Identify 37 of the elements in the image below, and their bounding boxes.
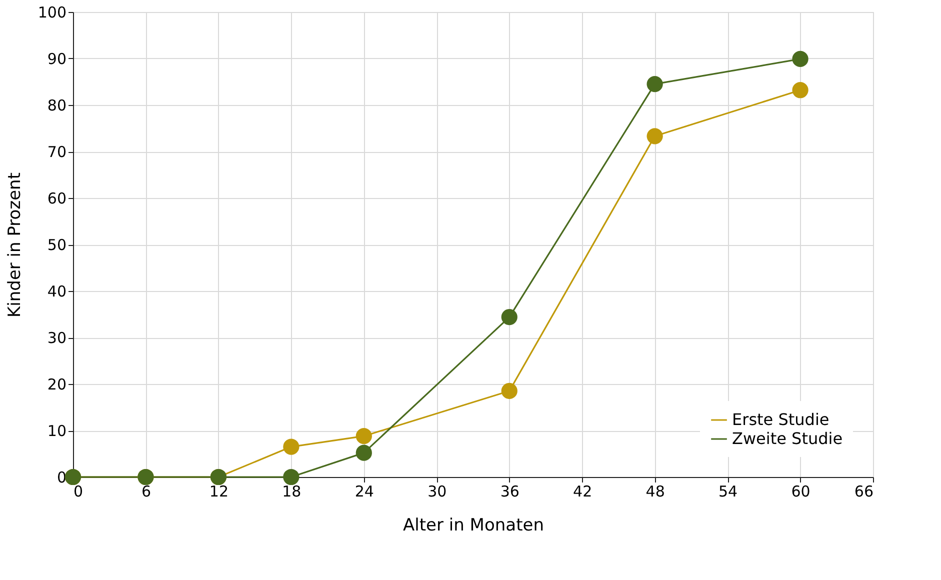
y-tick-label: 20 xyxy=(47,376,66,394)
x-tick-label: 18 xyxy=(282,482,302,500)
x-tick-label: 54 xyxy=(718,482,738,500)
x-tick-label: 12 xyxy=(209,482,228,500)
x-tick-label: 6 xyxy=(141,482,151,500)
y-tick-label: 70 xyxy=(47,143,66,161)
x-tick-label: 30 xyxy=(428,482,447,500)
point xyxy=(501,308,518,326)
y-axis-title: Kinder in Prozent xyxy=(4,172,25,318)
y-tick-label: 60 xyxy=(47,190,66,208)
y-tick-label: 100 xyxy=(38,4,66,22)
y-tick-label: 80 xyxy=(47,96,66,114)
x-tick-label: 48 xyxy=(646,482,665,500)
point xyxy=(283,438,300,455)
point xyxy=(646,76,663,92)
point xyxy=(792,82,808,98)
point xyxy=(356,428,372,444)
y-tick-label: 90 xyxy=(47,50,66,68)
legend-label: Erste Studie xyxy=(732,410,830,429)
y-tick-label: 30 xyxy=(47,329,66,347)
point xyxy=(283,468,300,486)
legend-label: Zweite Studie xyxy=(732,429,843,448)
x-tick-label: 42 xyxy=(573,482,592,500)
x-tick-label: 66 xyxy=(854,482,874,500)
y-tick-label: 40 xyxy=(47,282,66,300)
x-tick-label: 36 xyxy=(500,482,520,500)
x-axis-title: Alter in Monaten xyxy=(403,516,544,536)
point xyxy=(356,444,372,461)
point xyxy=(646,128,663,144)
x-tick-label: 0 xyxy=(74,482,84,500)
point xyxy=(501,382,518,400)
y-tick-label: 10 xyxy=(47,422,66,440)
y-tick-label: 0 xyxy=(56,468,66,486)
x-tick-label: 24 xyxy=(354,482,374,500)
y-tick-label: 50 xyxy=(47,236,66,254)
point xyxy=(792,50,808,68)
x-tick-label: 60 xyxy=(791,482,810,500)
